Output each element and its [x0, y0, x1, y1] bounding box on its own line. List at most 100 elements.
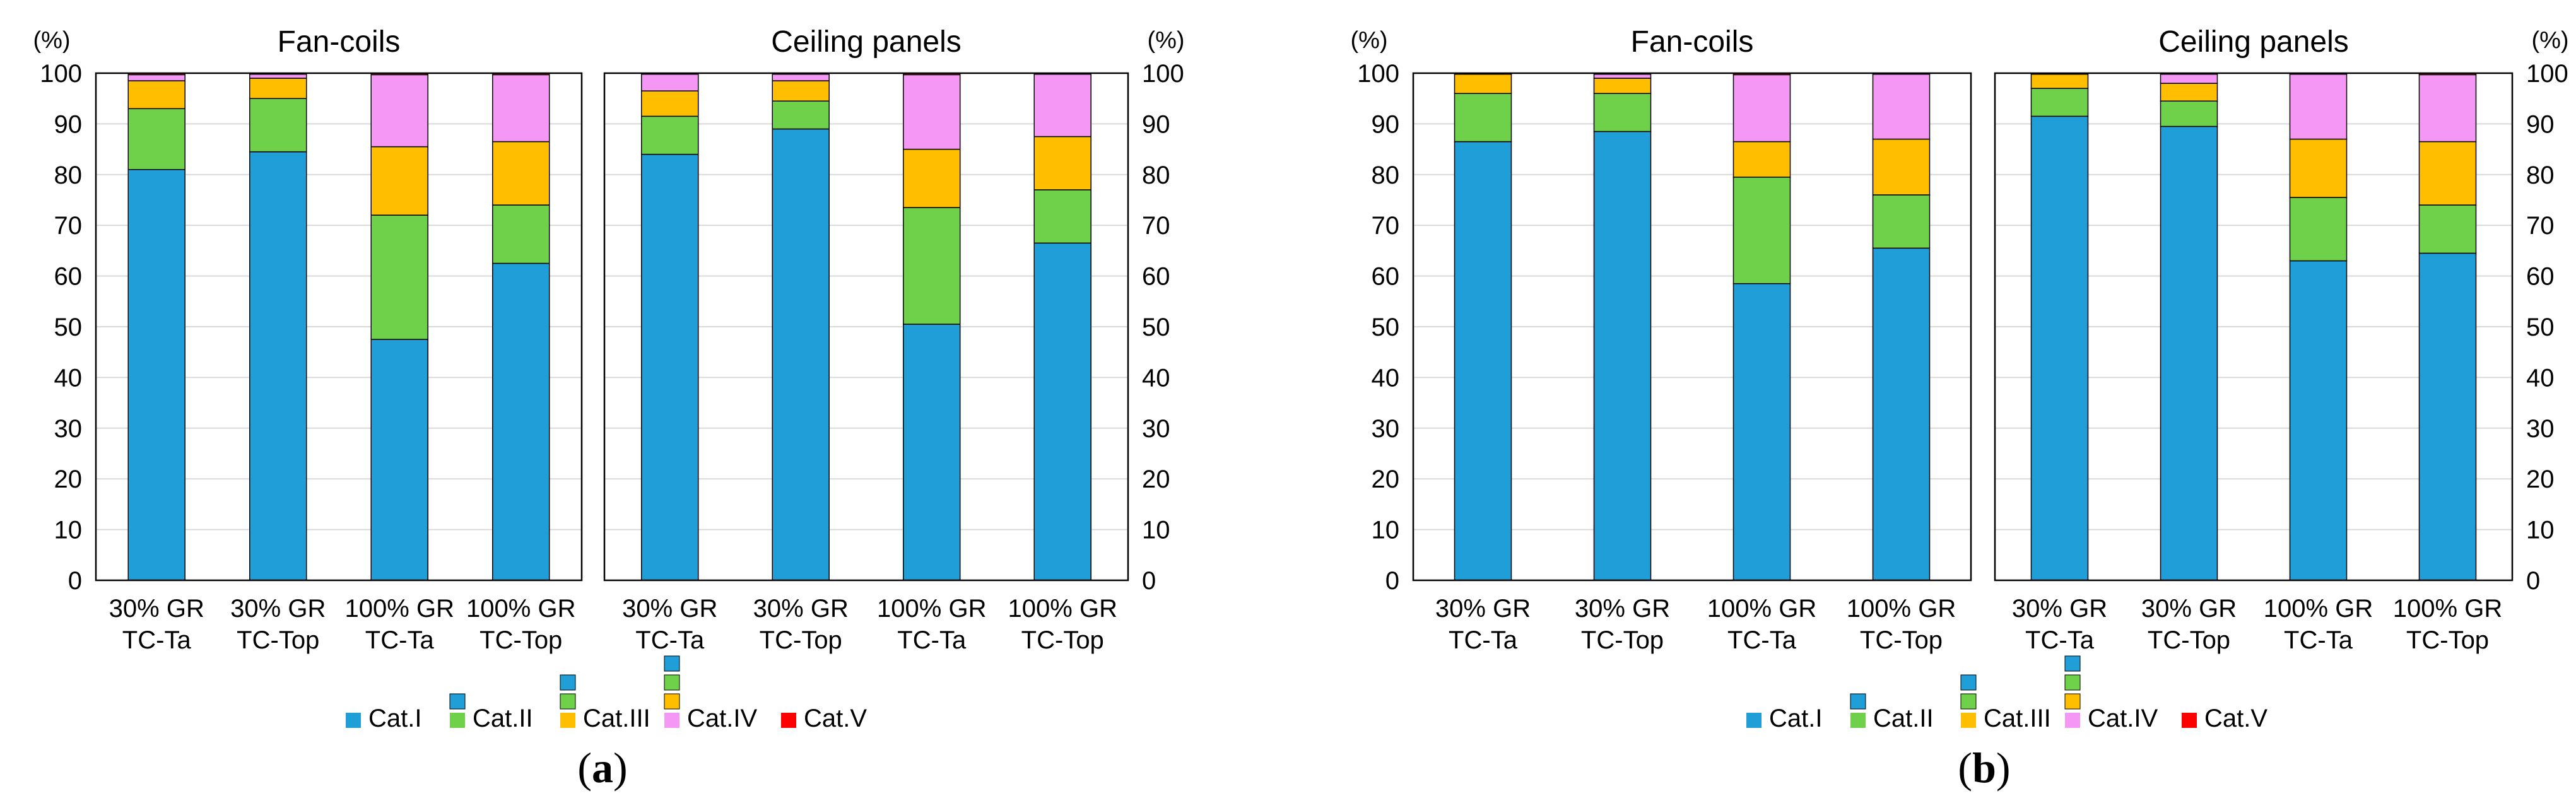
legend-swatch — [1746, 713, 1761, 728]
bar-segment-cat-iii — [772, 80, 830, 102]
bar-segment-cat-ii — [127, 108, 185, 170]
plot-frame — [1994, 72, 2514, 582]
x-tick-label: 100% GR — [1847, 595, 1956, 623]
y-tick-label: 100 — [1357, 60, 1399, 88]
y-tick-label: 70 — [54, 212, 83, 240]
caption-letter: a — [592, 744, 613, 792]
legend-b: Cat.I Cat.II Cat.III Cat.IV Cat.V — [1746, 655, 2267, 732]
y-unit-label: (%) — [33, 27, 70, 54]
legend-swatch — [664, 674, 680, 691]
x-tick-label: 100% GR — [877, 595, 986, 623]
legend-label: Cat.IV — [687, 705, 757, 732]
bar-segment-cat-ii — [2030, 88, 2089, 117]
legend-swatch — [560, 713, 575, 728]
y-tick-label: 10 — [1372, 517, 1400, 544]
bar-segment-cat-i — [2418, 252, 2477, 581]
bar-segment-cat-iii — [249, 78, 307, 99]
legend-label: Cat.V — [2204, 705, 2267, 732]
bar-segment-cat-i — [1593, 131, 1652, 581]
y-tick-label: 60 — [2526, 263, 2555, 291]
y-tick-label: 50 — [2526, 313, 2555, 341]
x-tick-label: TC-Ta — [365, 626, 435, 654]
x-tick-label: TC-Top — [760, 626, 842, 654]
y-tick-label: 20 — [2526, 465, 2555, 493]
y-tick-label: 50 — [1142, 313, 1170, 341]
bar-segment-cat-i — [370, 339, 428, 581]
caption-letter: b — [1972, 744, 1996, 792]
y-tick-label: 0 — [1385, 567, 1399, 595]
y-tick-label: 90 — [1372, 110, 1400, 138]
bar-segment-cat-i — [641, 153, 699, 581]
bar-segment-cat-i — [492, 262, 550, 581]
y-unit-label: (%) — [2531, 27, 2568, 54]
bar-segment-cat-iv — [492, 74, 550, 143]
x-tick-label: 100% GR — [345, 595, 454, 623]
bar-segment-cat-i — [772, 128, 830, 581]
y-tick-label: 30 — [1372, 415, 1400, 443]
y-tick-label: 10 — [54, 517, 83, 544]
bar-segment-cat-i — [127, 169, 185, 581]
figure-caption-b: (b) — [1958, 744, 2010, 792]
legend-swatch — [346, 713, 361, 728]
x-tick-label: TC-Ta — [1449, 626, 1518, 654]
y-unit-label: (%) — [1147, 27, 1184, 54]
plot-frame — [1412, 72, 1972, 582]
bar-segment-cat-ii — [249, 98, 307, 153]
bar-segment-cat-iv — [641, 73, 699, 91]
x-tick-label: TC-Top — [1860, 626, 1943, 654]
x-tick-label: TC-Top — [1581, 626, 1664, 654]
bar-segment-cat-iii — [641, 90, 699, 117]
bar-segment-cat-ii — [772, 100, 830, 130]
y-tick-label: 100 — [1142, 60, 1184, 88]
bar-segment-cat-iv — [249, 73, 307, 79]
y-tick-label: 60 — [1372, 263, 1400, 291]
bar-segment-cat-ii — [2418, 204, 2477, 254]
legend-swatch — [664, 713, 679, 728]
bar-segment-cat-iii — [2418, 141, 2477, 206]
bar-segment-cat-iii — [1732, 141, 1791, 178]
bar-segment-cat-i — [1872, 247, 1931, 581]
bar-segment-cat-iii — [370, 146, 428, 216]
legend-swatch — [2064, 674, 2081, 691]
y-tick-label: 100 — [2526, 60, 2568, 88]
x-tick-label: 30% GR — [753, 595, 849, 623]
y-tick-label: 70 — [1372, 212, 1400, 240]
caption-open-paren: ( — [577, 744, 592, 792]
x-tick-label: TC-Top — [479, 626, 562, 654]
x-tick-label: TC-Ta — [2025, 626, 2095, 654]
plot-frame — [95, 72, 583, 582]
y-tick-label: 90 — [1142, 110, 1170, 138]
x-tick-label: 100% GR — [466, 595, 575, 623]
y-tick-label: 40 — [1142, 364, 1170, 392]
x-tick-label: 100% GR — [1707, 595, 1816, 623]
y-tick-label: 40 — [54, 364, 83, 392]
bar-segment-cat-iv — [772, 73, 830, 81]
y-tick-label: 60 — [1142, 263, 1170, 291]
y-tick-label: 70 — [2526, 212, 2555, 240]
y-tick-label: 40 — [1372, 364, 1400, 392]
y-tick-label: 20 — [1372, 465, 1400, 493]
figure-caption-a: (a) — [577, 744, 627, 792]
y-tick-label: 20 — [54, 465, 83, 493]
y-tick-label: 20 — [1142, 465, 1170, 493]
bar-segment-cat-i — [249, 151, 307, 581]
bar-segment-cat-iii — [1872, 138, 1931, 196]
bar-segment-cat-iv — [127, 74, 185, 81]
panel-title: Ceiling panels — [771, 25, 962, 59]
legend-swatch — [2065, 713, 2080, 728]
bar-segment-cat-ii — [1033, 189, 1091, 244]
bar-segment-cat-iv — [1033, 73, 1091, 138]
caption-open-paren: ( — [1958, 744, 1972, 792]
bar-segment-cat-iii — [1454, 73, 1512, 94]
y-tick-label: 80 — [1372, 161, 1400, 189]
legend-label: Cat.III — [583, 705, 650, 732]
bar-segment-cat-iv — [2418, 74, 2477, 143]
y-unit-label: (%) — [1350, 27, 1387, 54]
y-tick-label: 40 — [2526, 364, 2555, 392]
plot-frame — [603, 72, 1129, 582]
x-tick-label: 30% GR — [1435, 595, 1531, 623]
bar-segment-cat-iii — [492, 141, 550, 206]
bar-segment-cat-ii — [1593, 93, 1652, 132]
x-tick-label: 30% GR — [230, 595, 326, 623]
